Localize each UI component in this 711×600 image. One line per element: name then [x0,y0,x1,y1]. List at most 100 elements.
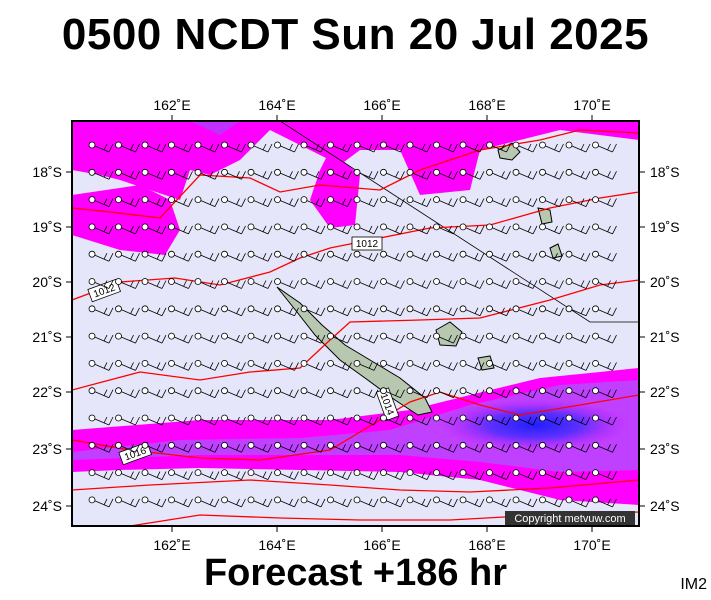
wind-barb [141,223,167,235]
wind-barb [353,469,379,480]
wind-barb [592,359,617,371]
wind-barb [433,250,458,262]
wind-barb [512,387,538,399]
wind-barb [539,196,564,207]
lon-label-top: 162˚E [153,97,190,113]
wind-barb [247,414,273,426]
wind-barb [539,414,564,426]
wind-barb [247,387,273,399]
wind-barb [406,469,432,480]
wind-barb [88,141,114,153]
wind-barb [486,469,511,480]
precipitation-layer [72,121,639,505]
wind-barb [327,387,352,399]
wind-barb [221,387,246,399]
wind-barb [353,250,379,262]
wind-barb [539,496,564,508]
wind-barb [380,359,405,371]
wind-barb [141,305,167,317]
wind-barb [512,496,538,508]
wind-barb [168,141,193,153]
wind-barb [327,168,352,180]
wind-barb [115,305,140,317]
lon-label-top: 164˚E [258,97,295,113]
lat-label-left: 18˚S [32,164,62,180]
wind-barb [380,168,405,180]
rain-area-heavy [440,399,630,451]
wind-barb [459,441,485,453]
wind-barb [539,387,564,399]
wind-barb [274,496,299,508]
wind-barb-layer [88,141,617,508]
wind-barb [459,278,485,289]
wind-barb [274,441,299,453]
island-lifou [435,321,463,347]
wind-barb [592,441,617,453]
wind-barb [194,332,220,344]
wind-barb [380,250,405,262]
wind-barb [115,414,140,426]
wind-barb [353,196,379,207]
wind-barb [115,332,140,344]
wind-barb [168,278,193,289]
wind-barb [88,278,114,289]
wind-barb [459,168,485,180]
wind-barb [406,223,432,235]
wind-barb [486,196,511,207]
wind-barb [592,387,617,399]
wind-barb [168,332,193,344]
wind-barb [353,332,379,344]
wind-barb [406,250,432,262]
wind-barb [221,496,246,508]
wind-barb [539,223,564,235]
copyright-text: Copyright metvuw.com [514,513,625,525]
wind-barb [88,359,114,371]
wind-barb [592,250,617,262]
wind-barb [459,469,485,480]
wind-barb [274,223,299,235]
wind-barb [300,305,326,317]
wind-barb [459,305,485,317]
wind-barb [115,469,140,480]
wind-barb [512,250,538,262]
wind-barb [88,223,114,235]
wind-barb [380,469,405,480]
wind-barb [380,496,405,508]
wind-barb [433,141,458,153]
wind-barb [88,414,114,426]
wind-barb [459,223,485,235]
wind-barb [327,359,352,371]
wind-barb [221,250,246,262]
wind-barb [194,414,220,426]
lat-label-left: 21˚S [32,329,62,345]
wind-barb [433,441,458,453]
wind-barb [300,278,326,289]
wind-barb [539,141,564,153]
wind-barb [194,223,220,235]
wind-barb [406,496,432,508]
wind-barb [141,332,167,344]
wind-barb [486,414,511,426]
wind-barb [168,250,193,262]
wind-barb [512,141,538,153]
wind-barb [88,332,114,344]
wind-barb [247,469,273,480]
lat-label-left: 24˚S [32,498,62,514]
wind-barb [141,414,167,426]
wind-barb [247,278,273,289]
wind-barb [274,196,299,207]
wind-barb [433,305,458,317]
wind-barb [327,332,352,344]
wind-barb [592,332,617,344]
wind-barb [247,250,273,262]
image-tag: IM2 [680,576,707,593]
copyright-badge: Copyright metvuw.com [505,511,635,525]
isobar-1012-north [72,129,639,219]
wind-barb [592,496,617,508]
wind-barb [88,496,114,508]
wind-barb [221,414,246,426]
wind-barb [300,250,326,262]
wind-barb [168,469,193,480]
wind-barb [459,250,485,262]
wind-barb [353,223,379,235]
